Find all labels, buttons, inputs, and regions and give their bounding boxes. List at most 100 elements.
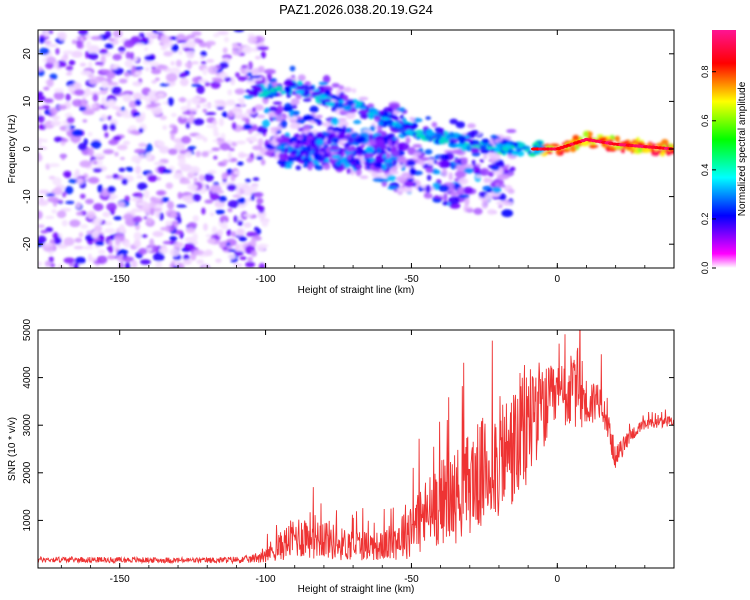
spectrogram-cell (78, 232, 84, 238)
spectrogram-cell (254, 132, 263, 137)
spectrogram-cell (49, 73, 58, 80)
spectrogram-cell (151, 106, 163, 116)
spectrogram-cell (149, 61, 160, 67)
spectrogram-cell (204, 81, 211, 87)
spectrogram-cell (233, 215, 238, 223)
spectrogram-cell (97, 184, 103, 193)
spectrogram-cell (42, 243, 54, 247)
spectrogram-cell (65, 93, 71, 102)
spectrogram-cell (406, 159, 416, 167)
spectrogram-cell (132, 92, 143, 101)
spectrogram-cell (254, 55, 261, 60)
spectrogram-ridge-cell (457, 135, 467, 142)
spectrogram-cell (373, 161, 383, 169)
spectrogram-cell (182, 259, 192, 265)
spectrogram-cell (40, 230, 49, 234)
spectrogram-cell (159, 115, 167, 121)
spectrogram-cell (169, 67, 181, 75)
spectrogram-cell (182, 254, 190, 261)
spectrogram-cell (338, 85, 345, 91)
snr-series-line (38, 330, 674, 565)
spectrogram-cell (209, 192, 220, 201)
spectrogram-cell (44, 40, 52, 45)
spectrogram-cell (219, 215, 229, 224)
spectrogram-cell (114, 151, 119, 157)
spectrogram-cell (253, 226, 259, 232)
spectrogram-cell (38, 224, 45, 229)
spectrogram-cell (225, 100, 236, 106)
spectrogram-cell (227, 200, 240, 209)
spectrogram-cell (144, 55, 155, 62)
snr-y-tick-label: 3000 (22, 414, 33, 437)
spectrogram-cell (252, 145, 263, 151)
spectrogram-cell (171, 44, 179, 53)
spectrogram-y-tick-label: 0 (22, 146, 33, 152)
spectrogram-blob-layer (38, 30, 674, 268)
snr-x-tick-label: -100 (256, 574, 276, 585)
spectrogram-cell (426, 174, 432, 181)
spectrogram-cell (160, 34, 171, 44)
snr-x-label: Height of straight line (km) (298, 584, 415, 595)
spectrogram-cell (349, 137, 354, 144)
colorbar-ticks: 0.0 0.2 0.4 0.6 0.8 (700, 65, 716, 274)
spectrogram-cell (134, 148, 146, 154)
snr-y-tick-label: 4000 (22, 366, 33, 389)
spectrogram-cell (139, 153, 145, 159)
spectrogram-cell (104, 43, 114, 49)
spectrogram-cell (192, 233, 198, 241)
spectrogram-cell (318, 81, 329, 86)
spectrogram-ridge-cell (360, 113, 369, 120)
spectrogram-cell (475, 174, 482, 179)
spectrogram-cell (245, 261, 256, 268)
spectrogram-ridge-cell (614, 135, 621, 143)
spectrogram-cell (156, 92, 166, 98)
spectrogram-cell (175, 59, 182, 68)
spectrogram-cell (162, 125, 168, 130)
spectrogram-cell (481, 200, 489, 209)
spectrogram-cell (158, 246, 169, 255)
spectrogram-cell (186, 39, 197, 49)
spectrogram-cell (252, 177, 260, 182)
spectrogram-cell (212, 33, 220, 38)
spectrogram-cell (234, 72, 240, 78)
spectrogram-ridge-cell (359, 109, 369, 115)
spectrogram-cell (90, 140, 102, 149)
spectrogram-cell (186, 34, 196, 39)
spectrogram-cell (186, 49, 195, 59)
spectrogram-cell (347, 154, 352, 161)
spectrogram-cell (396, 175, 407, 183)
spectrogram-cell (135, 43, 145, 47)
spectrogram-cell (76, 211, 83, 216)
spectrogram-ridge-cell (297, 80, 303, 86)
spectrogram-cell (454, 171, 466, 178)
spectrogram-cell (250, 250, 257, 257)
spectrogram-cell (91, 230, 100, 239)
spectrogram-cell (173, 242, 184, 248)
spectrogram-cell (407, 147, 417, 156)
spectrogram-cell (301, 116, 313, 121)
spectrogram-cell (246, 157, 254, 163)
spectrogram-ridge-cell (253, 86, 264, 92)
spectrogram-cell (371, 172, 378, 178)
spectrogram-cell (276, 145, 286, 149)
spectrogram-cell (227, 89, 233, 96)
spectrogram-cell (171, 112, 177, 118)
spectrogram-ridge-cell (377, 120, 384, 127)
spectrogram-cell (38, 261, 43, 267)
spectrogram-cell (387, 186, 399, 190)
spectrogram-cell (111, 86, 122, 95)
spectrogram-cell (214, 79, 225, 83)
snr-x-tick-label: 0 (555, 574, 561, 585)
spectrogram-cell (251, 107, 257, 113)
spectrogram-cell (50, 120, 62, 127)
spectrogram-cell (423, 193, 433, 199)
spectrogram-cell (413, 151, 422, 156)
spectrogram-cell (264, 151, 273, 156)
spectrogram-cell (108, 99, 117, 107)
spectrogram-cell (326, 134, 335, 140)
spectrogram-cell (112, 53, 122, 61)
spectrogram-cell (315, 131, 323, 139)
spectrogram-cell (295, 157, 303, 162)
spectrogram-cell (66, 116, 75, 124)
